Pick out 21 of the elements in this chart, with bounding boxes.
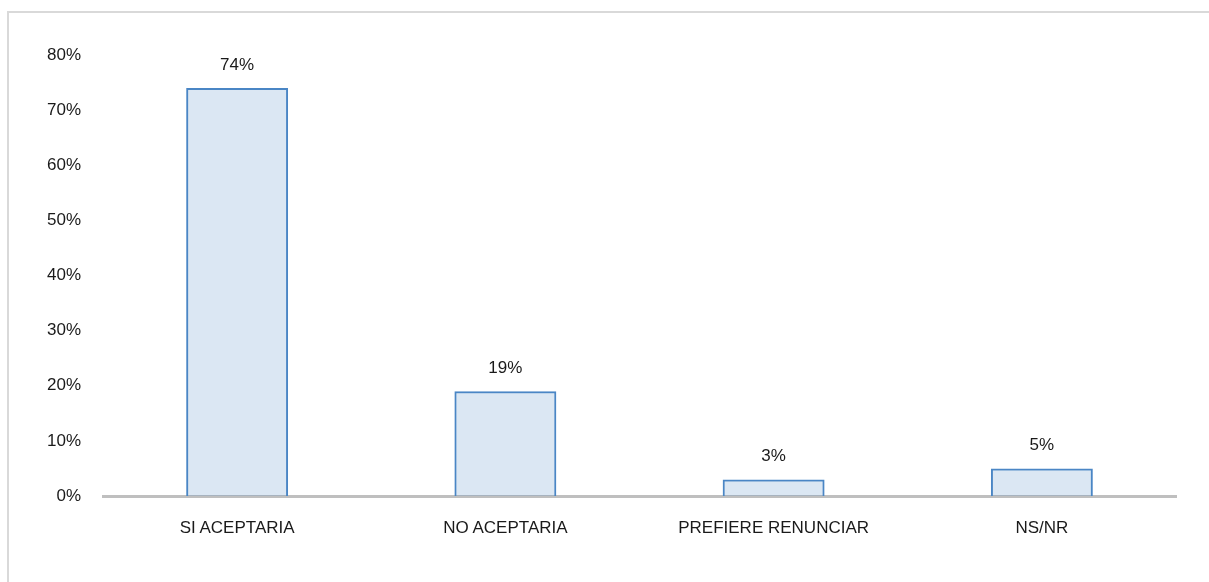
y-tick-label: 0% <box>56 485 81 505</box>
bar <box>722 479 825 496</box>
x-tick-label: PREFIERE RENUNCIAR <box>678 517 870 537</box>
bar <box>990 468 1093 496</box>
data-label: 74% <box>220 55 255 75</box>
y-tick-label: 80% <box>46 44 81 64</box>
data-label: 3% <box>761 446 786 466</box>
y-tick-label: 20% <box>46 375 81 395</box>
data-label: 5% <box>1029 435 1055 455</box>
y-tick-label: 60% <box>46 154 81 174</box>
y-tick-label: 50% <box>46 210 81 230</box>
y-tick-label: 30% <box>46 320 81 340</box>
x-tick-label: NS/NR <box>1015 517 1069 537</box>
data-label: 19% <box>488 358 523 378</box>
y-tick-label: 40% <box>46 265 81 285</box>
y-tick-label: 10% <box>46 430 81 450</box>
bar <box>186 88 289 496</box>
bar <box>454 391 557 496</box>
x-tick-label: NO ACEPTARIA <box>443 517 569 537</box>
x-tick-label: SI ACEPTARIA <box>179 517 296 537</box>
y-tick-label: 70% <box>46 99 81 119</box>
